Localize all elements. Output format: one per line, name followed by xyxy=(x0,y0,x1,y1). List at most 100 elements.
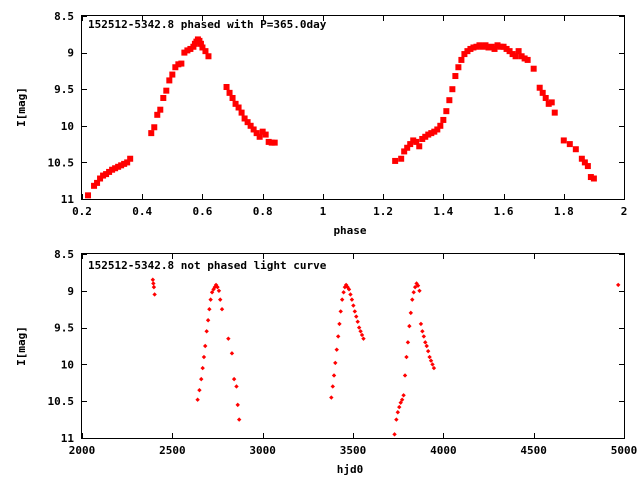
data-point xyxy=(208,297,213,302)
data-point xyxy=(265,138,272,145)
data-point xyxy=(431,128,438,135)
data-point xyxy=(548,99,555,106)
data-point xyxy=(229,351,235,356)
data-point xyxy=(415,283,421,288)
y-tick-label: 10.5 xyxy=(48,395,75,408)
unphased-panel: 152512-5342.8 not phased light curve hjd… xyxy=(15,248,637,476)
data-point xyxy=(397,404,402,410)
data-point xyxy=(216,288,222,293)
data-point xyxy=(223,84,230,91)
data-point xyxy=(584,163,591,170)
chart-title: 152512-5342.8 phased with P=365.0day xyxy=(88,18,327,31)
data-point xyxy=(199,44,206,51)
y-tick-label: 10 xyxy=(61,120,74,133)
data-point xyxy=(494,42,501,49)
data-point xyxy=(238,109,245,116)
data-point xyxy=(124,159,131,166)
data-point xyxy=(455,64,462,71)
data-point xyxy=(464,48,471,55)
data-point xyxy=(616,282,621,288)
data-point xyxy=(518,53,525,60)
data-point xyxy=(545,100,552,107)
data-point xyxy=(361,336,366,341)
data-point xyxy=(358,329,363,334)
data-point xyxy=(207,307,212,312)
y-tick-label: 9.5 xyxy=(54,83,74,96)
data-point xyxy=(482,42,489,49)
data-point xyxy=(97,175,104,182)
data-point xyxy=(423,340,428,345)
data-point xyxy=(476,42,483,49)
y-tick-label: 9 xyxy=(67,285,74,298)
y-axis-label: I[mag] xyxy=(15,87,28,127)
data-point xyxy=(339,297,345,302)
x-axis-label: phase xyxy=(333,224,366,237)
data-point xyxy=(215,284,220,290)
data-point xyxy=(578,155,585,162)
data-point xyxy=(399,397,405,402)
data-point xyxy=(172,64,179,71)
x-tick-label: 0.8 xyxy=(253,205,273,218)
data-point xyxy=(590,175,597,182)
x-tick-label: 1.8 xyxy=(554,205,574,218)
y-axis-label: I[mag] xyxy=(15,326,28,366)
y-tick-label: 8.5 xyxy=(54,10,74,23)
data-point xyxy=(431,365,437,371)
data-point xyxy=(491,45,498,52)
data-point xyxy=(241,115,248,122)
data-point xyxy=(85,192,92,199)
data-point xyxy=(235,104,242,111)
data-point xyxy=(581,159,588,166)
y-tick-label: 10.5 xyxy=(48,156,75,169)
data-point xyxy=(166,77,173,84)
data-point xyxy=(148,130,155,137)
data-point xyxy=(219,307,225,312)
x-tick-label: 3500 xyxy=(340,444,367,457)
data-point xyxy=(551,109,558,116)
data-point xyxy=(402,373,408,378)
data-point xyxy=(427,354,432,360)
data-point xyxy=(330,384,335,389)
data-point xyxy=(256,133,263,140)
data-point xyxy=(506,48,513,55)
data-point xyxy=(154,111,161,118)
data-point xyxy=(536,84,543,91)
data-point xyxy=(530,65,537,72)
x-tick-label: 0.6 xyxy=(193,205,213,218)
data-point xyxy=(226,89,233,96)
data-point xyxy=(334,347,339,352)
data-point xyxy=(419,135,426,142)
data-point xyxy=(407,323,412,329)
data-point xyxy=(354,314,359,319)
data-point xyxy=(539,89,546,96)
data-point xyxy=(503,45,510,52)
data-point xyxy=(118,162,125,169)
phased-panel: 152512-5342.8 phased with P=365.0day pha… xyxy=(15,10,627,237)
data-point xyxy=(421,334,427,339)
data-point xyxy=(262,131,269,138)
data-point xyxy=(181,49,188,56)
data-point xyxy=(200,365,205,371)
data-point xyxy=(401,148,408,155)
data-point xyxy=(234,384,239,389)
data-point xyxy=(244,119,251,126)
data-point xyxy=(425,348,431,354)
data-point xyxy=(425,131,432,138)
y-tick-label: 11 xyxy=(61,193,75,206)
data-point xyxy=(542,94,549,101)
data-point xyxy=(199,376,204,382)
data-point xyxy=(452,73,459,80)
y-tick-label: 10 xyxy=(61,358,74,371)
data-point xyxy=(259,128,266,135)
data-point xyxy=(175,61,182,68)
data-point xyxy=(407,141,414,148)
data-point xyxy=(169,71,176,78)
data-point xyxy=(178,60,185,67)
x-tick-label: 1.2 xyxy=(373,205,393,218)
data-point xyxy=(512,53,519,60)
data-point xyxy=(338,309,343,314)
data-point xyxy=(467,45,474,52)
data-point xyxy=(351,303,356,308)
data-point xyxy=(515,48,522,55)
